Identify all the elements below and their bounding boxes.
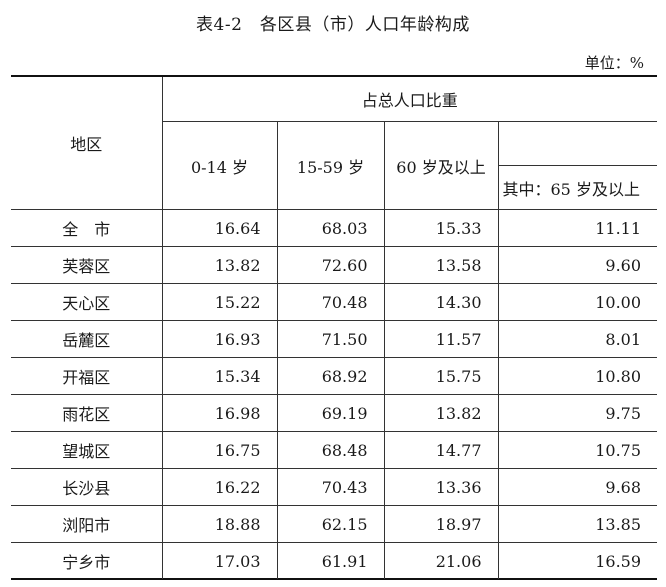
region-cell: 全 市 [11,209,162,247]
value-60-plus-cell: 14.30 [383,283,498,321]
value-15-59-cell: 68.92 [276,357,384,395]
header-group: 占总人口比重 [161,77,658,122]
region-cell: 开福区 [11,357,162,395]
data-table: 地区 占总人口比重 0-14 岁 15-59 岁 60 岁及以上 其中：65 岁… [11,77,658,579]
table-row: 雨花区 16.98 69.19 13.82 9.75 [11,394,658,432]
header-60-plus: 60 岁及以上 [383,121,498,210]
value-0-14-cell: 15.34 [161,357,277,395]
value-65-plus-cell: 13.85 [497,505,658,543]
region-cell: 长沙县 [11,468,162,506]
value-65-plus-cell: 9.60 [497,246,658,284]
value-60-plus-cell: 14.77 [383,431,498,469]
value-0-14-cell: 16.93 [161,320,277,358]
value-65-plus-cell: 11.11 [497,209,658,247]
table-row: 全 市 16.64 68.03 15.33 11.11 [11,209,658,247]
value-65-plus-cell: 9.75 [497,394,658,432]
table-row: 望城区 16.75 68.48 14.77 10.75 [11,431,658,469]
table-title: 表4-2 各区县（市）人口年龄构成 [196,15,470,35]
value-0-14-cell: 17.03 [161,542,277,579]
value-0-14-cell: 15.22 [161,283,277,321]
value-15-59-cell: 68.03 [276,209,384,247]
population-age-table: 地区 占总人口比重 0-14 岁 15-59 岁 60 岁及以上 其中：65 岁… [11,75,658,580]
value-60-plus-cell: 11.57 [383,320,498,358]
header-0-14: 0-14 岁 [161,121,277,210]
value-65-plus-cell: 10.75 [497,431,658,469]
value-65-plus-cell: 10.00 [497,283,658,321]
value-60-plus-cell: 21.06 [383,542,498,579]
header-15-59: 15-59 岁 [276,121,384,210]
region-cell: 望城区 [11,431,162,469]
region-cell: 天心区 [11,283,162,321]
value-15-59-cell: 69.19 [276,394,384,432]
value-15-59-cell: 71.50 [276,320,384,358]
value-60-plus-cell: 13.82 [383,394,498,432]
unit-label: 单位：% [584,54,644,72]
region-cell: 芙蓉区 [11,246,162,284]
value-65-plus-cell: 8.01 [497,320,658,358]
value-0-14-cell: 16.64 [161,209,277,247]
value-60-plus-cell: 15.75 [383,357,498,395]
value-15-59-cell: 70.43 [276,468,384,506]
table-body: 全 市 16.64 68.03 15.33 11.11 芙蓉区 13.82 72.60 13.5… [11,209,658,579]
value-15-59-cell: 61.91 [276,542,384,579]
region-cell: 雨花区 [11,394,162,432]
value-15-59-cell: 62.15 [276,505,384,543]
value-0-14-cell: 16.98 [161,394,277,432]
value-15-59-cell: 68.48 [276,431,384,469]
table-row: 岳麓区 16.93 71.50 11.57 8.01 [11,320,658,358]
value-65-plus-cell: 16.59 [497,542,658,579]
value-60-plus-cell: 13.58 [383,246,498,284]
table-row: 浏阳市 18.88 62.15 18.97 13.85 [11,505,658,543]
header-65-plus-spacer [497,121,658,166]
value-65-plus-cell: 10.80 [497,357,658,395]
table-row: 宁乡市 17.03 61.91 21.06 16.59 [11,542,658,579]
value-0-14-cell: 16.22 [161,468,277,506]
value-0-14-cell: 18.88 [161,505,277,543]
table-row: 天心区 15.22 70.48 14.30 10.00 [11,283,658,321]
table-row: 长沙县 16.22 70.43 13.36 9.68 [11,468,658,506]
value-0-14-cell: 16.75 [161,431,277,469]
region-cell: 岳麓区 [11,320,162,358]
value-15-59-cell: 70.48 [276,283,384,321]
region-cell: 宁乡市 [11,542,162,579]
table-row: 芙蓉区 13.82 72.60 13.58 9.60 [11,246,658,284]
value-60-plus-cell: 13.36 [383,468,498,506]
region-cell: 浏阳市 [11,505,162,543]
header-region: 地区 [70,135,103,154]
header-65-plus: 其中：65 岁及以上 [497,165,658,210]
table-row: 开福区 15.34 68.92 15.75 10.80 [11,357,658,395]
value-60-plus-cell: 18.97 [383,505,498,543]
value-0-14-cell: 13.82 [161,246,277,284]
value-65-plus-cell: 9.68 [497,468,658,506]
value-15-59-cell: 72.60 [276,246,384,284]
value-60-plus-cell: 15.33 [383,209,498,247]
